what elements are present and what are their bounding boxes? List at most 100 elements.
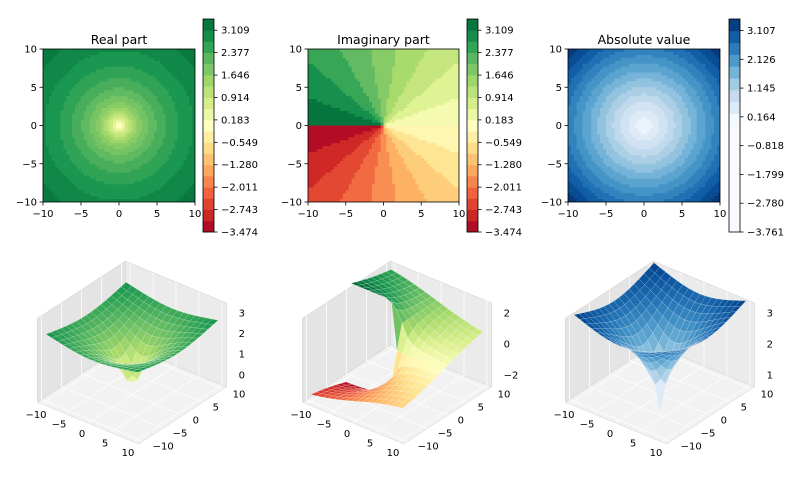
contour-cell xyxy=(136,199,141,202)
contour-cell xyxy=(322,166,327,171)
contour-cell xyxy=(328,181,332,185)
contour-cell xyxy=(63,51,67,56)
contour-cell xyxy=(409,49,414,53)
contour-cell xyxy=(371,51,376,56)
contour-cell xyxy=(75,157,79,162)
contour-cell xyxy=(334,110,338,115)
contour-cell xyxy=(310,128,315,132)
contour-cell xyxy=(429,49,434,53)
contour-cell xyxy=(331,72,335,77)
contour-cell xyxy=(48,60,53,65)
contour-cell xyxy=(75,175,79,180)
contour-cell xyxy=(418,116,422,121)
contour-cell xyxy=(162,157,167,162)
contour-cell xyxy=(72,196,76,200)
contour-cell xyxy=(101,101,105,106)
contour-cell xyxy=(54,63,59,68)
contour-cell xyxy=(104,119,108,124)
contour-cell xyxy=(183,199,187,202)
contour-cell xyxy=(95,101,100,106)
contour-cell xyxy=(377,54,382,59)
contour-cell xyxy=(319,110,324,115)
contour-cell xyxy=(412,193,417,197)
contour-cell xyxy=(325,49,329,53)
contour-cell xyxy=(81,119,85,124)
contour-cell xyxy=(337,72,341,77)
contour-cell xyxy=(351,78,356,82)
contour-cell xyxy=(383,57,387,62)
contour-cell xyxy=(360,72,364,77)
contour-cell xyxy=(377,87,382,91)
contour-cell xyxy=(308,116,312,121)
contour-cell xyxy=(357,178,361,182)
contour-cell xyxy=(48,101,53,106)
contour-cell xyxy=(98,169,103,174)
contour-cell xyxy=(45,187,50,191)
contour-cell xyxy=(51,54,56,59)
contour-cell xyxy=(154,157,158,162)
contour-cell xyxy=(162,75,167,80)
contour-cell xyxy=(165,60,170,65)
contour-cell xyxy=(406,119,411,124)
contour-cell xyxy=(136,163,141,168)
contour-cell xyxy=(351,51,356,56)
contour-cell xyxy=(389,134,393,138)
contour-cell xyxy=(339,99,344,103)
contour-cell xyxy=(174,51,179,56)
contour-cell xyxy=(89,119,94,124)
contour-cell xyxy=(101,84,105,88)
contour-cell xyxy=(116,178,120,182)
contour-cell xyxy=(380,75,385,80)
contour-cell xyxy=(186,72,190,77)
contour-cell xyxy=(366,107,370,112)
contour-cell xyxy=(371,166,376,171)
contour-cell xyxy=(89,196,94,200)
contour-cell xyxy=(409,72,414,77)
contour-cell xyxy=(319,196,324,200)
contour-cell xyxy=(43,181,47,185)
colorbar-band xyxy=(203,175,214,188)
contour-cell xyxy=(189,181,193,185)
contour-cell xyxy=(392,187,396,191)
contour-cell xyxy=(325,63,329,68)
contour-cell xyxy=(371,140,376,144)
contour-cell xyxy=(145,184,149,188)
contour-cell xyxy=(354,157,358,162)
contour-cell xyxy=(177,187,181,191)
contour-cell xyxy=(78,140,82,144)
contour-cell xyxy=(389,157,393,162)
contour-cell xyxy=(83,116,88,121)
contour-cell xyxy=(357,119,361,124)
contour-cell xyxy=(357,143,361,147)
contour-cell xyxy=(316,78,321,82)
contour-cell xyxy=(92,66,97,71)
contour-cell xyxy=(51,154,56,159)
contour-cell xyxy=(168,154,173,159)
contour-cell xyxy=(412,87,417,91)
contour-cell xyxy=(145,169,149,174)
contour-cell xyxy=(145,49,149,53)
contour-cell xyxy=(183,125,187,130)
contour-cell xyxy=(180,128,184,132)
contour-cell xyxy=(177,101,181,106)
contour-cell xyxy=(409,96,414,100)
contour-cell xyxy=(339,157,344,162)
contour-cell xyxy=(151,154,155,159)
contour-cell xyxy=(157,60,161,65)
contour-cell xyxy=(374,172,379,177)
contour-cell xyxy=(57,140,62,144)
contour-cell xyxy=(415,101,419,106)
contour-cell xyxy=(337,175,341,180)
contour-cell xyxy=(83,134,88,138)
contour-cell xyxy=(116,193,120,197)
contour-cell xyxy=(43,104,47,109)
contour-cell xyxy=(148,101,152,106)
contour-cell xyxy=(328,149,332,153)
contour-cell xyxy=(89,96,94,100)
contour-cell xyxy=(400,81,405,85)
contour-cell xyxy=(386,184,390,188)
contour-cell xyxy=(374,184,379,188)
contour-cell xyxy=(177,134,181,138)
contour-cell xyxy=(334,78,338,82)
contour-cell xyxy=(189,104,193,109)
